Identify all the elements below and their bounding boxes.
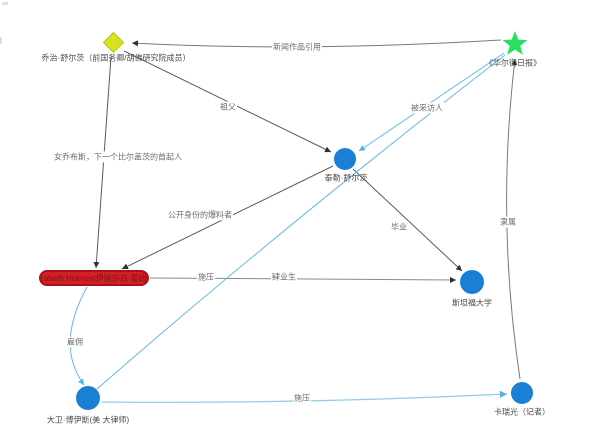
edge-label-pressure-1: 施压 [197,271,215,283]
edge-george-elizabeth [93,56,112,269]
node-tyler-shultz[interactable] [334,148,356,170]
edge-wsj-tyler [358,52,505,152]
edge-label-interviewee: 被采访人 [410,102,444,114]
node-label-boies: 大卫·博伊斯(美 大律师) [46,415,130,425]
edge-label-whistleblower: 公开身份的爆料者 [167,209,233,221]
node-stanford[interactable] [460,270,484,294]
node-label-carreyrou: 卡瑞光（记者） [494,407,550,417]
edge-wsj-boies [96,54,506,390]
edge-label-female-jobs: 女乔布斯，下一个比尔盖茨的首起人 [53,151,183,163]
node-label-stanford: 斯坦福大学 [452,298,492,308]
node-elizabeth-holmes[interactable]: Elizabeth Holmes(伊丽莎白·霍姆斯) [39,270,149,286]
edge-label-grandfather: 祖父 [219,101,237,113]
corner-artifact [0,37,2,44]
corner-artifact [2,2,8,5]
edge-elizabeth-stanford [149,276,457,283]
edge-label-affiliation: 隶属 [499,216,517,228]
node-carreyrou[interactable] [511,382,533,404]
edge-label-graduate: 毕业 [390,221,408,233]
edge-label-pressure-2: 施压 [293,392,311,404]
node-david-boies[interactable] [76,386,100,410]
edge-label-dropout: 肄业生 [271,271,297,283]
edge-label-news-cite: 新闻作品引用 [272,41,322,53]
edge-label-hire: 雇佣 [66,336,84,348]
edge-tyler-stanford [352,168,463,272]
node-label-george: 乔治·舒尔茨（前国务卿/胡佛研究院成员） [41,53,191,63]
node-label-tyler: 泰勒·舒尔茨 [324,173,368,183]
node-wsj-star[interactable] [502,31,528,56]
node-label-wsj: 《华尔街日报》 [485,58,541,68]
